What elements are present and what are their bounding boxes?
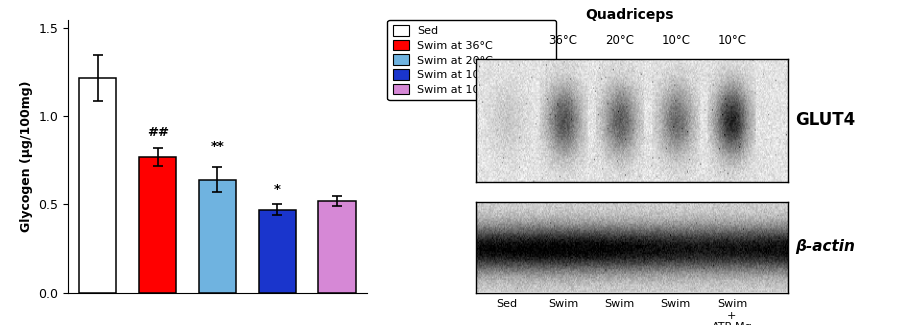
Legend: Sed, Swim at 36°C, Swim at 20°C, Swim at 10°C, Swim at 10°C + ATP-Mg: Sed, Swim at 36°C, Swim at 20°C, Swim at… bbox=[388, 20, 556, 100]
Bar bbox=[259, 210, 295, 292]
Text: 20°C: 20°C bbox=[605, 34, 634, 47]
Text: 10°C: 10°C bbox=[661, 34, 690, 47]
Text: ##: ## bbox=[147, 126, 169, 139]
Text: Swim: Swim bbox=[660, 299, 690, 309]
Bar bbox=[140, 157, 176, 292]
Text: Swim: Swim bbox=[548, 299, 578, 309]
Text: Swim: Swim bbox=[604, 299, 634, 309]
Text: GLUT4: GLUT4 bbox=[795, 111, 856, 129]
Bar bbox=[199, 180, 236, 292]
Bar bbox=[80, 78, 116, 292]
Text: Sed: Sed bbox=[496, 299, 517, 309]
Text: **: ** bbox=[210, 140, 225, 153]
Text: 10°C: 10°C bbox=[718, 34, 747, 47]
Text: Quadriceps: Quadriceps bbox=[585, 8, 674, 22]
Bar bbox=[319, 201, 355, 292]
Y-axis label: Glycogen (μg/100mg): Glycogen (μg/100mg) bbox=[20, 80, 33, 232]
Text: Swim
+
ATP-Mg: Swim + ATP-Mg bbox=[711, 299, 752, 325]
Text: *: * bbox=[274, 183, 281, 196]
Text: 36°C: 36°C bbox=[549, 34, 578, 47]
Text: β-actin: β-actin bbox=[795, 240, 855, 254]
